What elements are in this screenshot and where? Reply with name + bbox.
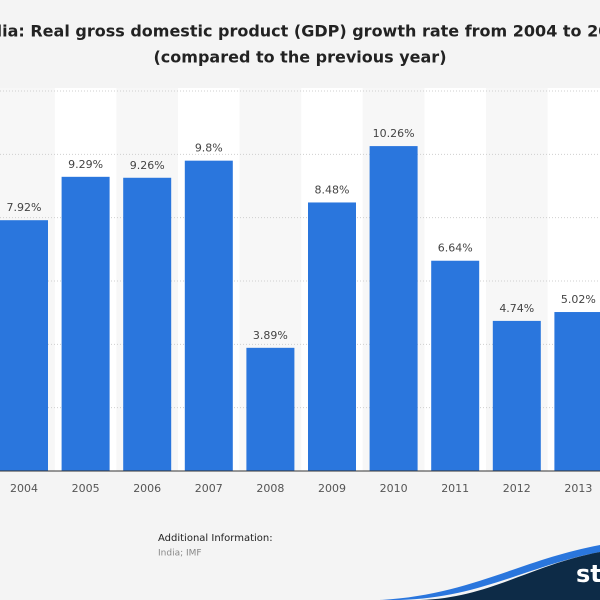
info-heading: Additional Information: <box>158 533 273 544</box>
value-label: 7.92% <box>7 201 42 214</box>
info-text: India; IMF <box>158 549 202 559</box>
bar <box>123 177 172 471</box>
x-tick-label: 2008 <box>256 482 284 495</box>
x-tick-label: 2011 <box>441 482 469 495</box>
bar <box>431 260 480 471</box>
value-label: 9.26% <box>130 159 165 172</box>
bar <box>554 312 600 471</box>
x-tick-label: 2007 <box>195 482 223 495</box>
logo-band <box>420 552 600 600</box>
bar <box>308 202 356 471</box>
bar <box>246 347 295 471</box>
x-tick-label: 2004 <box>10 482 38 495</box>
x-tick-label: 2012 <box>503 482 531 495</box>
chart-title: dia: Real gross domestic product (GDP) g… <box>0 22 600 41</box>
bar <box>0 220 48 471</box>
logo: sta <box>576 560 600 588</box>
logo-wave <box>380 545 600 600</box>
bar <box>61 176 110 472</box>
bar <box>184 160 233 471</box>
value-label: 5.02% <box>561 293 596 306</box>
value-label: 9.8% <box>195 142 223 155</box>
x-tick-label: 2013 <box>564 482 592 495</box>
x-tick-label: 2009 <box>318 482 346 495</box>
value-label: 6.64% <box>438 242 473 255</box>
bar <box>369 146 418 471</box>
value-label: 9.29% <box>68 158 103 171</box>
chart-subtitle: (compared to the previous year) <box>153 48 446 67</box>
x-tick-label: 2010 <box>380 482 408 495</box>
value-label: 3.89% <box>253 329 288 342</box>
value-label: 10.26% <box>373 127 415 140</box>
x-tick-label: 2006 <box>133 482 161 495</box>
value-label: 4.74% <box>499 302 534 315</box>
bar <box>492 320 541 471</box>
x-tick-label: 2005 <box>72 482 100 495</box>
value-label: 8.48% <box>315 183 350 196</box>
